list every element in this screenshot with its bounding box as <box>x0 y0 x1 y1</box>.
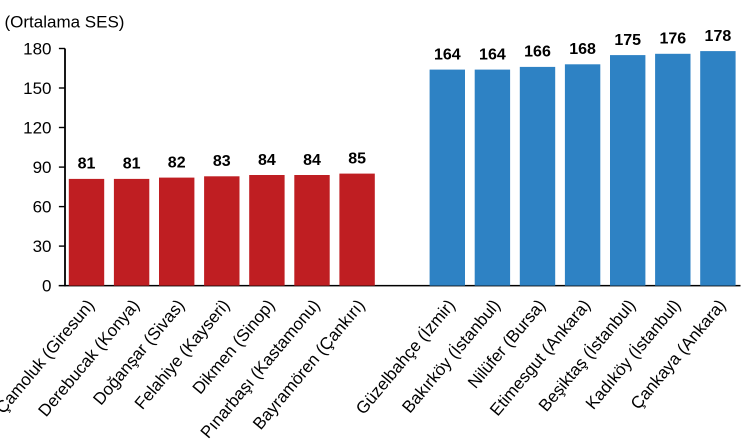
svg-text:(Ortalama SES): (Ortalama SES) <box>5 13 125 32</box>
svg-text:180: 180 <box>23 40 51 59</box>
svg-text:84: 84 <box>258 152 276 169</box>
svg-text:166: 166 <box>524 44 551 61</box>
svg-text:84: 84 <box>303 152 321 169</box>
svg-text:90: 90 <box>33 158 52 177</box>
svg-text:175: 175 <box>614 32 641 49</box>
svg-text:176: 176 <box>659 31 686 48</box>
svg-text:81: 81 <box>78 156 96 173</box>
svg-text:30: 30 <box>33 237 52 256</box>
svg-text:82: 82 <box>168 154 186 171</box>
svg-text:0: 0 <box>42 277 51 296</box>
svg-text:85: 85 <box>348 150 366 167</box>
svg-text:83: 83 <box>213 153 231 170</box>
svg-text:81: 81 <box>123 156 141 173</box>
svg-text:150: 150 <box>23 79 51 98</box>
svg-text:164: 164 <box>479 46 506 63</box>
svg-text:120: 120 <box>23 119 51 138</box>
svg-text:164: 164 <box>434 46 461 63</box>
svg-text:60: 60 <box>33 198 52 217</box>
svg-text:168: 168 <box>569 41 596 58</box>
svg-text:178: 178 <box>705 28 732 45</box>
